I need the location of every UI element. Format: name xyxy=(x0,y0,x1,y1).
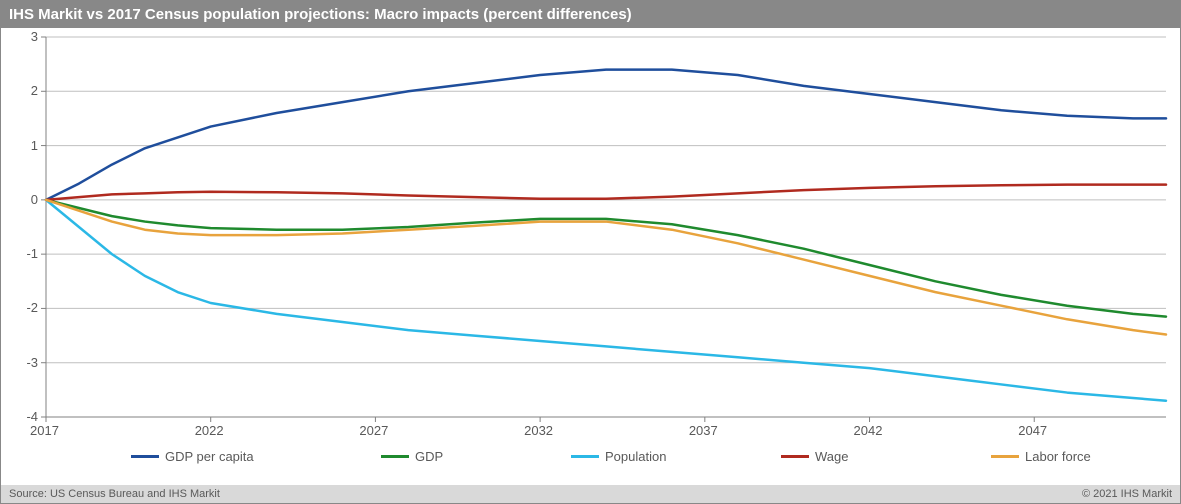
legend-swatch xyxy=(991,455,1019,458)
y-tick-label: -3 xyxy=(26,355,38,370)
chart-footer: Source: US Census Bureau and IHS Markit … xyxy=(1,485,1180,503)
source-text: Source: US Census Bureau and IHS Markit xyxy=(9,488,220,500)
copyright-text: © 2021 IHS Markit xyxy=(1082,488,1172,500)
y-tick-label: 1 xyxy=(31,138,38,153)
series-line xyxy=(46,185,1166,200)
legend-swatch xyxy=(131,455,159,458)
y-tick-label: 3 xyxy=(31,29,38,44)
x-tick-label: 2032 xyxy=(524,423,553,438)
legend-item: Population xyxy=(571,449,666,464)
y-tick-label: -4 xyxy=(26,409,38,424)
legend-swatch xyxy=(381,455,409,458)
y-tick-label: 2 xyxy=(31,83,38,98)
series-line xyxy=(46,70,1166,200)
chart-container: IHS Markit vs 2017 Census population pro… xyxy=(0,0,1181,504)
legend-label: Wage xyxy=(815,449,848,464)
y-tick-label: -2 xyxy=(26,300,38,315)
legend-swatch xyxy=(781,455,809,458)
x-tick-label: 2022 xyxy=(195,423,224,438)
x-tick-label: 2042 xyxy=(854,423,883,438)
chart-title: IHS Markit vs 2017 Census population pro… xyxy=(9,6,632,23)
y-tick-label: 0 xyxy=(31,192,38,207)
legend-item: GDP xyxy=(381,449,443,464)
x-tick-label: 2027 xyxy=(359,423,388,438)
legend-label: GDP per capita xyxy=(165,449,254,464)
legend-swatch xyxy=(571,455,599,458)
x-tick-label: 2037 xyxy=(689,423,718,438)
legend-item: Wage xyxy=(781,449,848,464)
legend-item: GDP per capita xyxy=(131,449,254,464)
x-tick-label: 2047 xyxy=(1018,423,1047,438)
legend-label: GDP xyxy=(415,449,443,464)
x-tick-label: 2017 xyxy=(30,423,59,438)
chart-title-bar: IHS Markit vs 2017 Census population pro… xyxy=(1,1,1180,28)
chart-plot xyxy=(46,37,1166,417)
legend-item: Labor force xyxy=(991,449,1091,464)
series-line xyxy=(46,200,1166,401)
legend-label: Labor force xyxy=(1025,449,1091,464)
series-line xyxy=(46,200,1166,317)
y-tick-label: -1 xyxy=(26,246,38,261)
legend-label: Population xyxy=(605,449,666,464)
